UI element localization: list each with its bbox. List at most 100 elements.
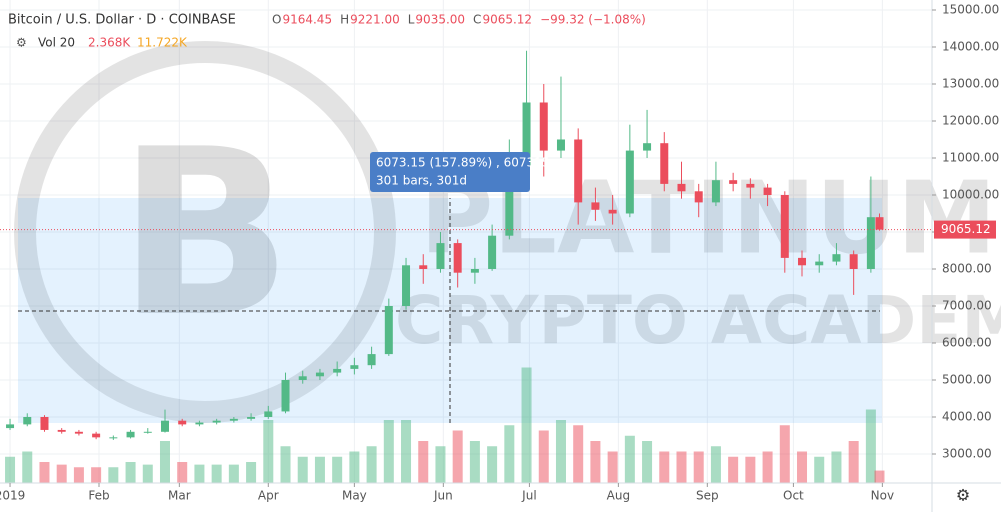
candle-body bbox=[522, 102, 531, 166]
candle-body bbox=[866, 217, 875, 269]
ohlc-value: 9221.00 bbox=[350, 13, 400, 27]
candle-body bbox=[195, 422, 204, 425]
y-tick-label: 13000.00 bbox=[942, 76, 999, 90]
candle-body bbox=[815, 261, 824, 266]
y-tick-label: 6000.00 bbox=[942, 335, 992, 349]
volume-bar bbox=[607, 451, 618, 483]
volume-bar bbox=[624, 435, 635, 483]
x-tick-label: Sep bbox=[696, 489, 719, 503]
ohlc-value: 9035.00 bbox=[415, 13, 465, 27]
candle-body bbox=[281, 379, 290, 412]
measure-box bbox=[370, 152, 530, 192]
volume-bar bbox=[642, 441, 653, 483]
candle-body bbox=[875, 217, 884, 230]
volume-bar bbox=[504, 425, 515, 483]
y-tick-label: 8000.00 bbox=[942, 261, 992, 275]
header: Bitcoin / U.S. Dollar · D · COINBASE ⚙ V… bbox=[8, 13, 646, 50]
volume-bar bbox=[865, 409, 876, 483]
candle-body bbox=[247, 416, 256, 419]
volume-bar bbox=[194, 464, 205, 483]
candle-body bbox=[333, 368, 342, 373]
volume-bar bbox=[418, 441, 429, 483]
candle-body bbox=[763, 187, 772, 195]
volume-bar bbox=[452, 430, 463, 483]
candle-body bbox=[92, 433, 101, 438]
volume-bar bbox=[573, 425, 584, 483]
candle-body bbox=[23, 416, 32, 425]
ohlc-label: O bbox=[272, 13, 281, 27]
ohlc-label: H bbox=[340, 13, 349, 27]
candle-body bbox=[608, 209, 617, 214]
volume-bar bbox=[159, 441, 170, 483]
watermark-line: CRYPTO ACADEMY bbox=[395, 282, 1001, 359]
volume-bar bbox=[676, 451, 687, 483]
x-tick-label: Nov bbox=[871, 489, 894, 503]
measure-text: 301 bars, 301d bbox=[376, 174, 467, 188]
ohlc-value: 9065.12 bbox=[482, 13, 532, 27]
settings-button[interactable]: ⚙ bbox=[956, 486, 970, 505]
candle-body bbox=[6, 424, 15, 429]
candle-body bbox=[625, 150, 634, 214]
volume-bar bbox=[848, 441, 859, 483]
candle-body bbox=[539, 102, 548, 151]
candle-body bbox=[832, 254, 841, 262]
volume-bar bbox=[349, 451, 360, 483]
volume-bar bbox=[332, 456, 343, 483]
y-tick-label: 10000.00 bbox=[942, 187, 999, 201]
volume-bar bbox=[469, 441, 480, 483]
candle-body bbox=[315, 372, 324, 377]
candle-body bbox=[109, 437, 118, 439]
x-tick-label: Jun bbox=[433, 489, 453, 503]
x-tick-label: Mar bbox=[168, 489, 191, 503]
candle-body bbox=[470, 268, 479, 273]
last-price-label: 9065.12 bbox=[941, 222, 991, 236]
volume-bar bbox=[5, 456, 16, 483]
measure-text: 6073.15 (157.89%) , 607315 bbox=[376, 156, 549, 170]
volume-bar bbox=[762, 451, 773, 483]
settings-icon[interactable]: ⚙ bbox=[16, 36, 27, 50]
candle-body bbox=[212, 420, 221, 423]
x-tick-label: Oct bbox=[783, 489, 804, 503]
volume-bar bbox=[125, 462, 136, 483]
volume-bar bbox=[693, 451, 704, 483]
volume-bar bbox=[590, 441, 601, 483]
x-tick-label: May bbox=[342, 489, 367, 503]
x-tick-label: 2019 bbox=[0, 489, 25, 503]
volume-bar bbox=[142, 464, 153, 483]
volume-bar bbox=[263, 420, 274, 483]
volume-value: 2.368K bbox=[88, 36, 131, 50]
candle-body bbox=[488, 235, 497, 269]
candle-body bbox=[849, 254, 858, 269]
volume-bar bbox=[814, 456, 825, 483]
volume-bar bbox=[555, 420, 566, 483]
volume-bar bbox=[108, 467, 119, 483]
candle-body bbox=[160, 420, 169, 432]
candle-body bbox=[780, 194, 789, 258]
candle-body bbox=[402, 265, 411, 306]
y-tick-label: 15000.00 bbox=[942, 2, 999, 16]
candle-body bbox=[40, 416, 49, 430]
candle-body bbox=[694, 191, 703, 203]
volume-value: 11.722K bbox=[137, 36, 188, 50]
candle-body bbox=[384, 305, 393, 355]
volume-bar bbox=[659, 451, 670, 483]
x-tick-label: Aug bbox=[607, 489, 630, 503]
watermark: B PLATINUM CRYPTO ACADEMY bbox=[14, 41, 1001, 423]
volume-bar bbox=[710, 446, 721, 483]
candle-body bbox=[419, 265, 428, 269]
candle-body bbox=[574, 139, 583, 203]
volume-bar bbox=[728, 456, 739, 483]
marks bbox=[5, 50, 885, 483]
candle-body bbox=[711, 180, 720, 203]
candle-body bbox=[591, 202, 600, 210]
volume-bar bbox=[797, 451, 808, 483]
volume-bar bbox=[297, 456, 308, 483]
volume-bar bbox=[91, 467, 102, 483]
y-tick-label: 5000.00 bbox=[942, 372, 992, 386]
volume-bar bbox=[56, 464, 67, 483]
volume-bar bbox=[401, 420, 412, 483]
candle-body bbox=[350, 365, 359, 369]
candle-body bbox=[126, 431, 135, 438]
candle-body bbox=[660, 143, 669, 184]
